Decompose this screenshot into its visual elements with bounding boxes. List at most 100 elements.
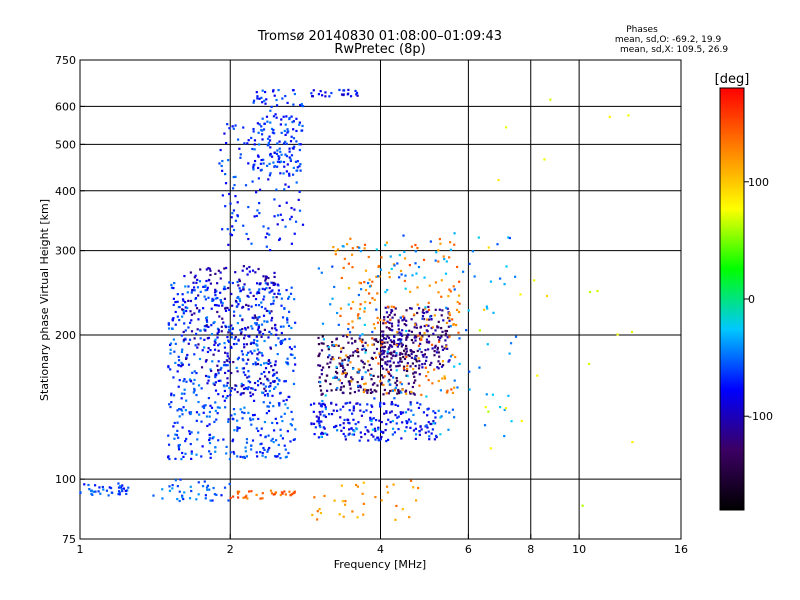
data-point: [382, 330, 385, 333]
data-point: [293, 490, 296, 493]
data-point: [324, 415, 327, 419]
data-point: [403, 318, 406, 321]
y-tick-label: 600: [55, 100, 76, 113]
data-point: [200, 455, 203, 458]
data-point: [328, 354, 331, 357]
data-point: [273, 379, 276, 383]
data-point: [429, 422, 432, 426]
data-point: [413, 357, 416, 360]
data-point: [356, 314, 360, 317]
data-point: [446, 307, 449, 310]
data-point: [347, 380, 350, 383]
data-point: [275, 116, 278, 119]
data-point: [223, 486, 227, 489]
data-point: [270, 127, 274, 131]
data-point: [351, 320, 354, 323]
data-point: [385, 423, 388, 426]
data-point: [299, 169, 302, 172]
data-point: [330, 358, 333, 361]
data-point: [258, 123, 261, 126]
data-point: [231, 387, 234, 390]
data-point: [401, 352, 404, 356]
data-point: [268, 401, 272, 404]
data-point: [260, 427, 263, 430]
data-point: [242, 384, 245, 387]
data-point: [404, 353, 407, 356]
data-point: [380, 353, 383, 356]
data-point: [248, 270, 251, 273]
data-point: [380, 383, 383, 386]
data-point: [185, 437, 188, 440]
data-point: [181, 348, 184, 351]
data-point: [492, 311, 495, 314]
data-point: [359, 386, 362, 389]
data-point: [331, 340, 334, 344]
data-point: [251, 352, 254, 355]
data-point: [204, 298, 207, 301]
data-point: [290, 424, 294, 427]
data-point: [324, 380, 327, 383]
data-point: [398, 390, 402, 393]
data-point: [267, 434, 270, 437]
data-point: [232, 209, 236, 212]
data-point: [378, 403, 382, 407]
data-point: [363, 388, 367, 391]
data-point: [280, 118, 283, 121]
data-point: [380, 256, 383, 259]
data-point: [233, 413, 236, 416]
data-point: [409, 426, 412, 429]
data-point: [429, 315, 432, 318]
data-point: [231, 212, 234, 215]
data-point: [190, 313, 194, 316]
data-point: [375, 339, 378, 343]
data-point: [413, 375, 416, 378]
data-point: [351, 247, 354, 250]
data-point: [290, 286, 293, 289]
data-point: [211, 299, 214, 303]
data-point: [274, 386, 277, 389]
data-point: [275, 333, 278, 336]
data-point: [363, 307, 366, 310]
data-point: [300, 103, 303, 106]
data-point: [208, 437, 212, 440]
chart-title: Tromsø 20140830 01:08:00–01:09:43: [257, 29, 502, 44]
data-point: [254, 316, 257, 319]
data-point: [423, 324, 426, 328]
data-point: [258, 201, 261, 205]
data-point: [543, 158, 546, 161]
data-point: [216, 406, 219, 409]
data-point: [340, 429, 343, 432]
data-point: [284, 403, 287, 406]
data-point: [447, 360, 450, 363]
data-point: [105, 489, 109, 492]
data-point: [250, 423, 253, 426]
data-point: [345, 354, 348, 357]
data-point: [374, 438, 377, 441]
data-point: [405, 419, 408, 423]
data-point: [377, 362, 380, 365]
data-point: [403, 257, 407, 260]
data-point: [319, 425, 322, 429]
data-point: [346, 355, 349, 359]
data-point: [290, 215, 293, 218]
data-point: [220, 330, 223, 333]
data-point: [215, 493, 218, 496]
data-point: [260, 305, 264, 309]
data-point: [208, 433, 211, 437]
data-point: [331, 356, 334, 359]
data-point: [268, 162, 271, 165]
data-point: [431, 382, 434, 385]
data-point: [390, 340, 393, 344]
data-point: [458, 302, 461, 305]
data-point: [254, 304, 258, 307]
data-point: [514, 335, 518, 338]
data-point: [376, 340, 380, 344]
data-point: [434, 411, 437, 415]
data-point: [224, 205, 227, 208]
data-point: [373, 397, 376, 400]
data-point: [277, 292, 280, 295]
data-point: [447, 428, 450, 431]
data-point: [274, 360, 277, 363]
data-point: [206, 288, 209, 291]
data-point: [425, 341, 429, 344]
